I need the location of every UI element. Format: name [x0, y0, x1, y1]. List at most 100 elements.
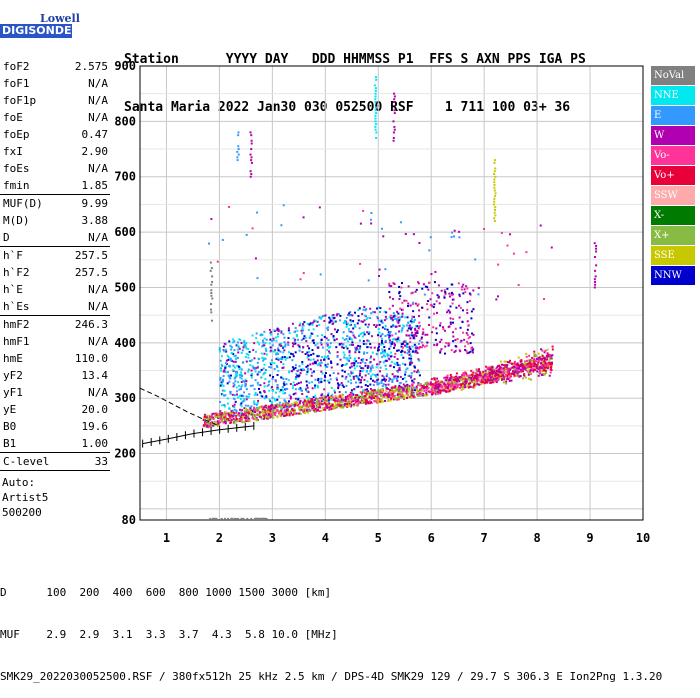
echo-point [247, 404, 250, 407]
echo-point [370, 390, 373, 393]
echo-point [316, 334, 319, 337]
echo-point [309, 359, 312, 362]
echo-point [349, 357, 352, 360]
echo-point [375, 112, 378, 115]
echo-point [349, 391, 352, 394]
echo-point [306, 405, 309, 408]
echo-point [426, 394, 429, 397]
echo-point [499, 374, 502, 377]
echo-point [313, 319, 316, 322]
echo-point [500, 378, 503, 381]
echo-point [511, 366, 514, 369]
echo-point [405, 334, 408, 337]
echo-point [241, 349, 244, 352]
echo-point [466, 311, 469, 314]
echo-point [409, 320, 412, 323]
echo-point [341, 369, 344, 372]
echo-point [298, 401, 301, 404]
echo-point [237, 153, 240, 156]
echo-point [333, 320, 336, 323]
echo-point [407, 390, 410, 393]
echo-point [415, 392, 418, 395]
echo-point [339, 396, 342, 399]
echo-point [218, 348, 221, 351]
echo-point [375, 324, 378, 327]
echo-point [396, 320, 399, 323]
echo-point [362, 391, 365, 394]
echo-point [360, 392, 363, 395]
echo-point [417, 394, 420, 397]
echo-point [385, 378, 388, 381]
echo-point [322, 396, 325, 399]
echo-point [393, 125, 396, 128]
param-value: 13.4 [81, 369, 109, 382]
echo-point [460, 339, 463, 342]
echo-point [470, 317, 473, 320]
echo-point [374, 95, 377, 98]
x-tick-label: 6 [428, 531, 435, 545]
echo-point [499, 368, 502, 371]
echo-point [393, 337, 396, 340]
echo-point [397, 312, 400, 315]
echo-point [503, 369, 506, 372]
echo-point [422, 385, 425, 388]
echo-point [258, 391, 261, 394]
echo-point [470, 347, 473, 350]
echo-point [404, 363, 407, 366]
echo-point [239, 388, 242, 391]
echo-point [335, 338, 338, 341]
station-header: Station YYYY DAY DDD HHMMSS P1 FFS S AXN… [124, 20, 586, 132]
echo-point [240, 373, 243, 376]
echo-point [303, 412, 306, 415]
echo-point [389, 314, 392, 317]
echo-point [226, 397, 229, 400]
echo-point [268, 342, 271, 345]
echo-point [224, 422, 227, 425]
echo-point [301, 362, 304, 365]
param-row-fmin: fmin 1.85 [0, 177, 110, 194]
echo-point [530, 360, 533, 363]
echo-point [437, 389, 440, 392]
echo-point [541, 355, 544, 358]
echo-point [497, 263, 500, 266]
echo-point [391, 380, 394, 383]
echo-point [229, 418, 232, 421]
echo-point [236, 356, 239, 359]
echo-point [258, 415, 261, 418]
echo-point [253, 415, 256, 418]
echo-point [336, 355, 339, 358]
echo-point [366, 390, 369, 393]
echo-point [361, 370, 364, 373]
echo-point [420, 338, 423, 341]
echo-point [416, 281, 419, 284]
echo-point [517, 368, 520, 371]
x-tick-label: 4 [322, 531, 329, 545]
echo-point [472, 348, 475, 351]
echo-point [363, 378, 366, 381]
echo-point [435, 300, 438, 303]
echo-point [503, 370, 506, 373]
echo-point [224, 410, 227, 413]
echo-point [418, 393, 421, 396]
echo-point [339, 383, 342, 386]
echo-point [242, 421, 245, 424]
echo-point [448, 381, 451, 384]
echo-point [519, 368, 522, 371]
echo-point [202, 424, 205, 427]
echo-point [338, 344, 341, 347]
echo-point [433, 391, 436, 394]
echo-point [463, 373, 466, 376]
echo-point [353, 364, 356, 367]
echo-point [515, 363, 518, 366]
echo-point [390, 390, 393, 393]
echo-point [255, 403, 258, 406]
echo-point [257, 371, 260, 374]
echo-point [386, 354, 389, 357]
echo-point [430, 378, 433, 381]
echo-point [250, 405, 253, 408]
echo-point [311, 408, 314, 411]
echo-point [251, 417, 254, 420]
echo-point [212, 417, 215, 420]
echo-point [384, 340, 387, 343]
echo-point [447, 342, 450, 345]
